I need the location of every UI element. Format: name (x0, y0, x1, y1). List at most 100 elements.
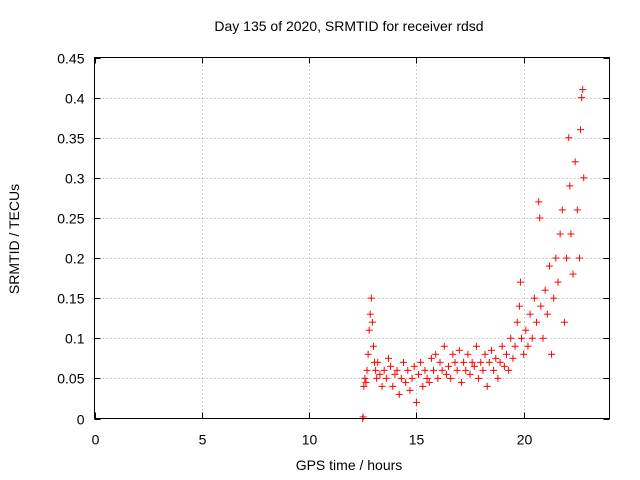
data-point (457, 378, 465, 386)
data-point (464, 350, 472, 358)
y-tick-label: 0.4 (65, 91, 85, 107)
data-point (365, 326, 373, 334)
data-point (554, 278, 562, 286)
data-point (528, 334, 536, 342)
data-point (490, 366, 498, 374)
data-point (543, 310, 551, 318)
data-point (507, 334, 515, 342)
data-point (571, 158, 579, 166)
data-point (374, 358, 382, 366)
data-point (483, 382, 491, 390)
data-point (372, 366, 380, 374)
data-point (430, 366, 438, 374)
data-point (533, 318, 541, 326)
y-tick-label: 0.3 (65, 171, 85, 187)
data-point (434, 374, 442, 382)
data-point (563, 254, 571, 262)
data-point (520, 350, 528, 358)
data-point (460, 358, 468, 366)
data-point (566, 182, 574, 190)
x-axis-label: GPS time / hours (296, 457, 403, 473)
data-point (560, 318, 568, 326)
data-point (462, 366, 470, 374)
data-point (548, 350, 556, 358)
y-tick-label: 0 (77, 412, 85, 428)
y-tick-label: 0.05 (57, 371, 84, 387)
data-point (376, 370, 384, 378)
data-point (487, 346, 495, 354)
data-point (440, 342, 448, 350)
data-point (384, 354, 392, 362)
data-point (516, 278, 524, 286)
data-point (535, 198, 543, 206)
data-point (567, 230, 575, 238)
data-point (569, 270, 577, 278)
data-point (436, 358, 444, 366)
data-point (515, 302, 523, 310)
chart-title: Day 135 of 2020, SRMTID for receiver rds… (214, 18, 483, 34)
data-point (442, 370, 450, 378)
data-point (449, 350, 457, 358)
data-point (367, 294, 375, 302)
tick-layer: 0 0.05 0.1 0.15 0.2 0.25 0.3 0.35 0.4 0.45 0 5 10 15 2… (57, 51, 610, 448)
data-point (545, 262, 553, 270)
y-tick-label: 0.35 (57, 131, 84, 147)
data-point (410, 362, 418, 370)
data-point (445, 362, 453, 370)
data-point (382, 374, 390, 382)
data-point (404, 366, 412, 374)
x-tick-label: 20 (517, 432, 533, 448)
data-point (556, 230, 564, 238)
data-point (421, 366, 429, 374)
data-point (579, 86, 587, 94)
data-point (503, 350, 510, 358)
data-point (427, 354, 435, 362)
data-point (509, 354, 517, 362)
data-point (447, 374, 455, 382)
data-point (368, 318, 376, 326)
data-point (380, 366, 388, 374)
data-point (451, 358, 459, 366)
data-point (485, 358, 493, 366)
data-point (391, 370, 399, 378)
data-point (425, 378, 433, 386)
data-point (455, 346, 463, 354)
data-point (492, 354, 500, 362)
data-point (530, 294, 538, 302)
data-point (496, 358, 504, 366)
data-point (526, 310, 534, 318)
data-point (498, 342, 506, 350)
data-point (408, 374, 416, 382)
data-point (419, 382, 427, 390)
x-tick-label: 5 (199, 432, 207, 448)
data-point (580, 174, 588, 182)
data-point (373, 374, 381, 382)
data-point (393, 366, 401, 374)
data-point (505, 366, 513, 374)
data-point (432, 350, 440, 358)
plot-frame (94, 57, 610, 419)
data-point (468, 358, 476, 366)
data-point (481, 350, 489, 358)
data-point (511, 342, 519, 350)
data-point (552, 254, 560, 262)
data-point (415, 370, 423, 378)
data-point (522, 326, 530, 334)
data-point (395, 390, 403, 398)
data-point (573, 206, 581, 214)
data-point (524, 342, 532, 350)
data-point (577, 126, 585, 134)
data-point (500, 362, 508, 370)
data-point (387, 362, 395, 370)
y-tick-label: 0.15 (57, 291, 84, 307)
data-point (364, 350, 372, 358)
y-tick-label: 0.45 (57, 51, 84, 67)
data-point (550, 294, 558, 302)
data-point (558, 206, 566, 214)
x-tick-label: 15 (409, 432, 425, 448)
data-point (518, 334, 526, 342)
data-point (438, 366, 446, 374)
data-point (402, 378, 410, 386)
x-tick-label: 10 (302, 432, 318, 448)
